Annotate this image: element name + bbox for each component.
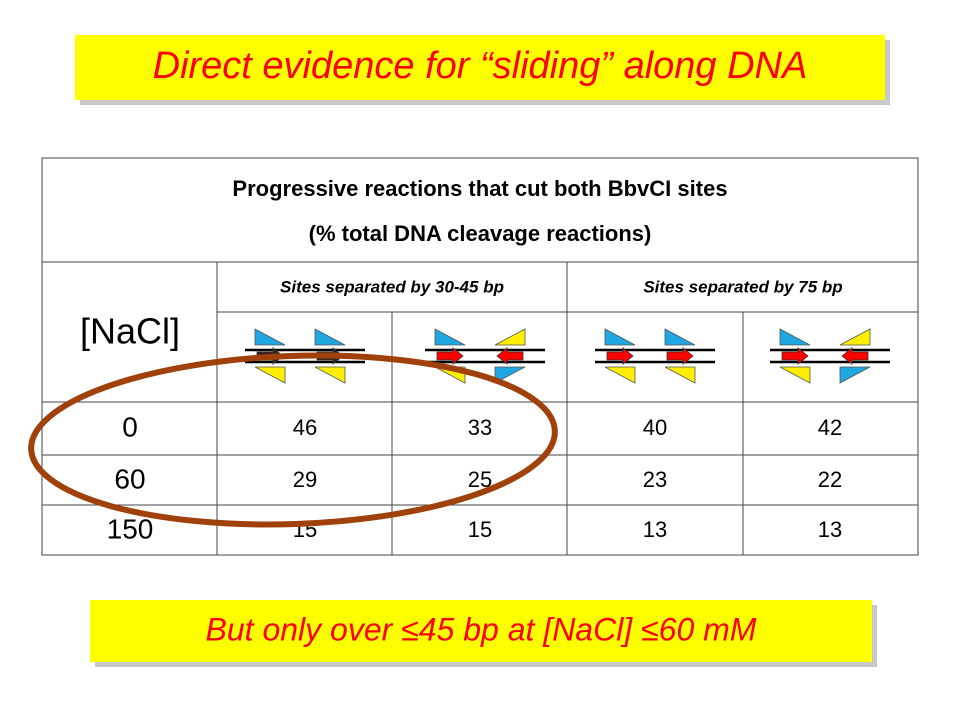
row-label: 150 (107, 513, 154, 544)
row-header: [NaCl] (80, 311, 180, 352)
footer-box (90, 600, 872, 662)
cell-value: 46 (293, 415, 317, 440)
table-caption: (% total DNA cleavage reactions) (309, 221, 652, 246)
table-grid (41, 157, 919, 556)
site-icon (593, 328, 717, 384)
site-icon (768, 328, 892, 384)
cell-value: 40 (643, 415, 667, 440)
cell-value: 33 (468, 415, 492, 440)
row-label: 0 (122, 411, 138, 442)
row-label: 60 (114, 463, 145, 494)
cell-value: 22 (818, 467, 842, 492)
highlight-ellipse (28, 352, 558, 528)
table-caption: Progressive reactions that cut both BbvC… (232, 176, 727, 201)
cell-value: 23 (643, 467, 667, 492)
title-box (75, 35, 885, 100)
cell-value: 13 (818, 517, 842, 542)
cell-value: 15 (468, 517, 492, 542)
cell-value: 13 (643, 517, 667, 542)
column-group: Sites separated by 30-45 bp (280, 277, 504, 296)
footer: But only over ≤45 bp at [NaCl] ≤60 mM (206, 611, 757, 647)
cell-value: 29 (293, 467, 317, 492)
cell-value: 42 (818, 415, 842, 440)
column-group: Sites separated by 75 bp (643, 277, 842, 296)
title: Direct evidence for “sliding” along DNA (153, 45, 808, 87)
